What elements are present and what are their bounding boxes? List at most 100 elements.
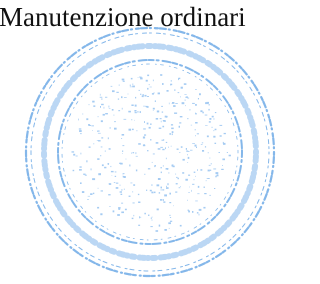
ink-speck	[123, 175, 124, 176]
ink-speck	[100, 213, 102, 215]
ink-speck	[213, 130, 214, 131]
ink-speck	[153, 80, 154, 82]
ink-speck	[180, 96, 181, 97]
page: Manutenzione ordinari	[0, 0, 283, 284]
ink-speck	[194, 179, 195, 180]
ink-speck	[80, 133, 82, 134]
ink-speck	[129, 129, 132, 131]
ink-speck	[216, 172, 219, 174]
ink-speck	[159, 128, 162, 129]
ink-speck	[82, 114, 83, 115]
ink-speck	[147, 150, 149, 151]
ink-speck	[132, 218, 134, 219]
ink-speck	[156, 118, 158, 120]
ink-speck	[160, 199, 163, 201]
ink-speck	[160, 147, 163, 148]
ink-speck	[175, 192, 177, 193]
ink-speck	[97, 131, 99, 132]
ink-speck	[98, 133, 101, 134]
ink-speck	[138, 202, 140, 204]
ink-speck	[146, 190, 147, 191]
ink-speck	[200, 110, 202, 112]
ink-speck	[129, 196, 131, 197]
ink-speck	[173, 165, 174, 166]
ink-speck	[157, 209, 159, 211]
ink-speck	[76, 156, 78, 157]
ink-speck	[140, 94, 141, 95]
ink-speck	[143, 128, 146, 129]
ink-speck	[160, 118, 162, 119]
ink-speck	[168, 173, 170, 174]
ink-speck	[139, 77, 142, 78]
ink-speck	[101, 104, 104, 105]
ink-speck	[133, 84, 134, 86]
ink-speck	[115, 172, 117, 173]
ink-speck	[133, 184, 135, 186]
ink-speck	[90, 193, 92, 195]
ink-speck	[130, 183, 132, 184]
ink-speck	[89, 147, 91, 148]
ink-speck	[109, 106, 110, 108]
ink-speck	[134, 110, 136, 112]
ink-speck	[102, 98, 103, 100]
ink-speck	[92, 130, 93, 131]
ink-speck	[144, 174, 145, 175]
ink-speck	[147, 75, 149, 77]
stamp-emblem	[72, 74, 231, 232]
ink-speck	[136, 152, 137, 154]
ink-speck	[187, 162, 188, 163]
ink-speck	[197, 169, 198, 171]
ink-speck	[163, 201, 165, 202]
ink-speck	[93, 193, 94, 194]
ink-speck	[166, 142, 167, 143]
ink-speck	[136, 156, 138, 157]
ink-speck	[202, 112, 203, 114]
ink-speck	[161, 172, 162, 174]
ink-speck	[202, 142, 203, 143]
ink-speck	[116, 187, 119, 189]
ink-speck	[181, 146, 183, 148]
ink-speck	[209, 104, 210, 105]
ink-speck	[154, 192, 156, 194]
ink-speck	[162, 126, 164, 128]
ink-speck	[168, 147, 169, 148]
ink-speck	[194, 172, 196, 173]
ink-speck	[187, 200, 188, 201]
ink-speck	[130, 85, 131, 86]
ink-speck	[151, 192, 153, 194]
ink-speck	[134, 120, 135, 121]
ink-speck	[170, 133, 171, 135]
ink-speck	[154, 92, 155, 93]
ink-speck	[142, 96, 144, 98]
ink-speck	[171, 85, 172, 86]
ink-speck	[78, 119, 79, 121]
ink-speck	[122, 134, 125, 136]
ink-speck	[185, 179, 188, 181]
ink-speck	[182, 102, 185, 104]
stamp	[0, 0, 283, 284]
ink-speck	[118, 208, 120, 210]
ink-speck	[192, 103, 195, 104]
ink-speck	[195, 104, 197, 106]
ink-speck	[79, 130, 82, 132]
ink-speck	[109, 183, 111, 185]
ink-speck	[122, 108, 123, 110]
ink-speck	[140, 111, 141, 113]
ink-speck	[178, 178, 179, 180]
ink-speck	[109, 148, 111, 150]
ink-speck	[151, 218, 152, 220]
ink-speck	[220, 135, 222, 136]
ink-speck	[108, 194, 110, 195]
ink-speck	[91, 168, 92, 170]
ink-speck	[102, 164, 104, 166]
ink-speck	[212, 127, 213, 128]
ink-speck	[192, 184, 194, 185]
ink-speck	[184, 83, 187, 85]
ink-speck	[195, 122, 198, 124]
ink-speck	[124, 119, 127, 120]
ink-speck	[140, 77, 143, 79]
ink-speck	[206, 181, 207, 182]
ink-speck	[88, 196, 90, 197]
ink-speck	[104, 167, 106, 169]
ink-speck	[151, 220, 152, 221]
